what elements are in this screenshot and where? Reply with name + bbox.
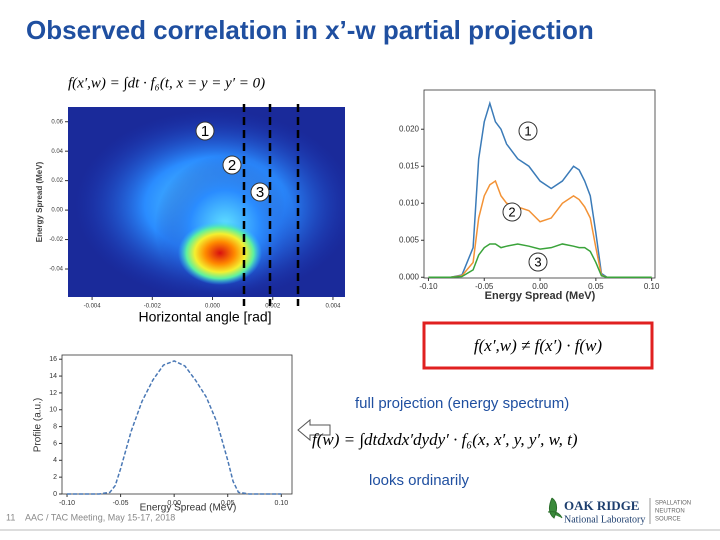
dashed-lines (242, 104, 300, 306)
logo-icon (547, 497, 563, 519)
y-tick-label: 0.005 (399, 235, 420, 244)
marker-circle (528, 252, 548, 272)
marker-circle (222, 155, 242, 175)
y-tick-label: 0.02 (51, 178, 63, 184)
formula: f(w) = ∫dtdxdx′dydy′ · f₆(x, x′, y, y′, … (312, 430, 578, 450)
y-tick-label: 0.04 (51, 149, 63, 155)
x-axis-label: Energy Spread (MeV) (140, 503, 237, 514)
y-axis-label: Profile (a.u.) (33, 398, 44, 452)
plot-frame (61, 354, 293, 495)
x-tick-label: 0.10 (274, 500, 288, 507)
y-tick-label: 8 (53, 423, 57, 430)
footer-text: AAC / TAC Meeting, May 15-17, 2018 (25, 512, 175, 522)
y-tick-label: 2 (53, 474, 57, 481)
data-line (428, 243, 652, 279)
x-tick-label: -0.10 (59, 500, 75, 507)
x-tick-label: 0.00 (167, 500, 181, 507)
data-line (67, 360, 282, 495)
x-tick-label: 0.000 (205, 304, 221, 310)
x-axis-label: Horizontal angle [rad] (138, 309, 271, 325)
x-tick-label: 0.00 (532, 282, 548, 291)
y-tick-label: 0.010 (399, 198, 420, 207)
y-tick-label: 0.000 (399, 272, 420, 281)
inequality: f(x′,w) ≠ f(x′) · f(w) (474, 336, 603, 355)
marker-circle (502, 202, 522, 222)
logo-text: OAK RIDGE (564, 498, 639, 513)
logo-text: SOURCE (655, 517, 681, 523)
marker-circle (250, 182, 270, 202)
page-number: 11 (6, 512, 15, 522)
marker-label: 3 (256, 184, 264, 201)
y-tick-label: -0.02 (49, 237, 63, 243)
marker-circle (195, 121, 215, 141)
marker-label: 1 (201, 123, 209, 140)
note: looks ordinarily (369, 472, 470, 489)
y-tick-label: 0.00 (51, 208, 63, 214)
y-tick-label: 6 (53, 440, 57, 447)
y-tick-label: 4 (53, 457, 57, 464)
x-tick-label: 0.10 (644, 282, 660, 291)
y-tick-label: 10 (49, 407, 57, 414)
logo-text: National Laboratory (564, 514, 645, 525)
x-tick-label: -0.002 (144, 304, 162, 310)
y-tick-label: 14 (49, 373, 57, 380)
plot-frame (423, 89, 656, 279)
y-axis-label: Energy Spread (MeV) (35, 161, 44, 242)
y-tick-label: -0.04 (49, 267, 63, 273)
x-tick-label: 0.004 (325, 304, 341, 310)
data-line (428, 100, 652, 279)
y-tick-label: 0 (53, 491, 57, 498)
x-tick-label: 0.05 (221, 500, 235, 507)
x-tick-label: -0.05 (475, 282, 494, 291)
data-line (428, 179, 652, 279)
logo-text: NEUTRON (655, 509, 685, 515)
y-tick-label: 0.020 (399, 124, 420, 133)
x-tick-label: 0.002 (265, 304, 281, 310)
arrow (297, 418, 331, 442)
y-tick-label: 16 (49, 356, 57, 363)
x-tick-label: -0.10 (419, 282, 438, 291)
logo-text: SPALLATION (655, 501, 691, 507)
marker-label: 2 (228, 157, 236, 174)
x-tick-label: -0.05 (113, 500, 129, 507)
slide-title: Observed correlation in x’-w partial pro… (26, 15, 594, 45)
x-tick-label: -0.004 (84, 304, 102, 310)
y-tick-label: 12 (49, 390, 57, 397)
highlight-box (422, 321, 654, 370)
y-tick-label: 0.06 (51, 119, 63, 125)
x-tick-label: 0.05 (588, 282, 604, 291)
marker-label: 3 (534, 254, 541, 269)
note: full projection (energy spectrum) (355, 395, 569, 412)
formula: f(x′,w) = ∫dt · f₆(t, x = y = y′ = 0) (68, 75, 265, 91)
marker-label: 1 (524, 123, 531, 138)
marker-circle (518, 121, 538, 141)
x-axis-label: Energy Spread (MeV) (485, 290, 596, 302)
marker-label: 2 (508, 204, 515, 219)
y-tick-label: 0.015 (399, 161, 420, 170)
